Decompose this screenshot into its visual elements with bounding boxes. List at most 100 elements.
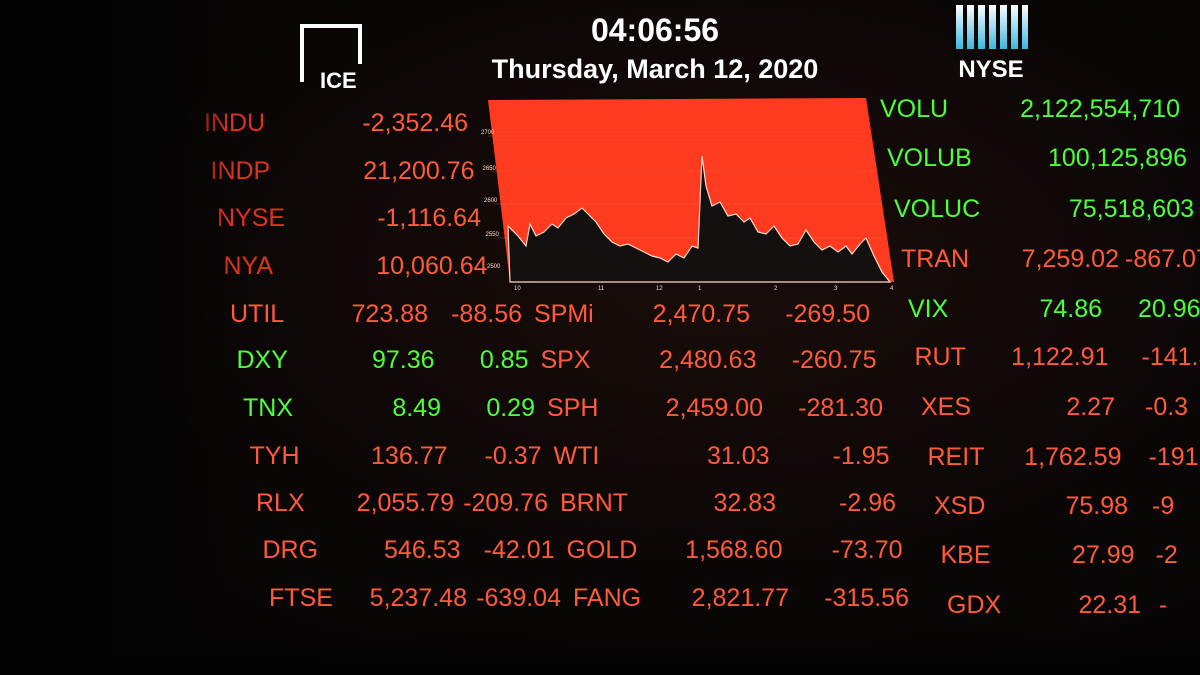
- left-value-ftse: 5,237.48: [369, 584, 467, 612]
- right-value-rut: 1,122.91: [1011, 343, 1109, 371]
- y-tick-label: 2500: [487, 264, 501, 270]
- left-value-tnx: 8.49: [392, 394, 441, 422]
- x-tick-label: 11: [598, 286, 605, 292]
- left-change-util: -88.56: [451, 300, 522, 328]
- left-value-tyh: 136.77: [371, 442, 448, 470]
- clock-time: 04:06:56: [590, 12, 720, 48]
- right-symbol-gdx: GDX: [947, 591, 1002, 619]
- mid-value-gold: 1,568.60: [685, 536, 783, 564]
- left-symbol-drg: DRG: [262, 536, 319, 564]
- mid-value-fang: 2,821.77: [691, 584, 789, 612]
- right-symbol-rut: RUT: [914, 343, 966, 371]
- right-change-gdx: -: [1159, 591, 1168, 619]
- x-tick-label: 12: [656, 286, 663, 292]
- right-change-vix: 20.96: [1138, 295, 1200, 323]
- left-symbol-tnx: TNX: [243, 394, 293, 422]
- right-symbol-volu: VOLU: [880, 95, 949, 123]
- right-symbol-xsd: XSD: [934, 492, 986, 520]
- right-value-voluc: 75,518,603: [1068, 195, 1194, 223]
- right-change-rut: -141.39: [1141, 343, 1200, 371]
- right-symbol-volub: VOLUB: [887, 144, 972, 172]
- right-symbol-voluc: VOLUC: [894, 195, 981, 223]
- left-value-dxy: 97.36: [371, 346, 435, 374]
- right-change-kbe: -2: [1155, 541, 1178, 569]
- left-symbol-nya: NYA: [223, 252, 274, 280]
- right-symbol-tran: TRAN: [901, 245, 970, 273]
- right-change-tran: -867.07: [1125, 245, 1200, 273]
- date-label: Thursday, March 12, 2020: [491, 54, 819, 84]
- right-value-tran: 7,259.02: [1021, 245, 1119, 273]
- x-tick-label: 2: [774, 286, 778, 292]
- mid-symbol-spmi: SPMi: [534, 300, 594, 328]
- x-tick-label: 4: [890, 286, 894, 292]
- mid-change-spx: -260.75: [791, 346, 877, 374]
- mid-symbol-gold: GOLD: [566, 536, 638, 564]
- mid-value-wti: 31.03: [706, 442, 770, 470]
- mid-symbol-brnt: BRNT: [560, 489, 629, 517]
- mid-symbol-sph: SPH: [547, 394, 599, 422]
- left-symbol-rlx: RLX: [256, 489, 305, 517]
- left-symbol-ftse: FTSE: [269, 584, 333, 612]
- left-change-rlx: -209.76: [463, 489, 548, 517]
- left-symbol-util: UTIL: [230, 300, 285, 328]
- x-tick-label: 1: [698, 286, 702, 292]
- x-tick-label: 3: [834, 286, 838, 292]
- left-change-tnx: 0.29: [486, 394, 535, 422]
- y-tick-label: 2550: [486, 232, 500, 238]
- ice-logo: ICE: [300, 24, 362, 93]
- mid-change-gold: -73.70: [831, 536, 903, 564]
- x-tick-label: 10: [514, 286, 521, 292]
- y-tick-label: 2600: [484, 198, 498, 204]
- right-value-vix: 74.86: [1039, 295, 1102, 323]
- right-value-gdx: 22.31: [1078, 591, 1141, 619]
- bottom-shadow: [0, 630, 1200, 675]
- mid-value-spx: 2,480.63: [659, 346, 757, 374]
- ice-logo-text: ICE: [320, 68, 357, 93]
- left-value-indp: 21,200.76: [363, 157, 475, 185]
- right-symbol-kbe: KBE: [940, 541, 991, 569]
- y-axis-ticks: 2700 2650 2600 2550 2500: [481, 130, 501, 270]
- nyse-logo-text: NYSE: [958, 56, 1023, 83]
- mid-value-spmi: 2,470.75: [652, 300, 750, 328]
- left-symbol-dxy: DXY: [236, 346, 288, 374]
- y-tick-label: 2700: [481, 130, 495, 136]
- left-value-nya: 10,060.64: [376, 252, 488, 280]
- mid-symbol-spx: SPX: [540, 346, 591, 374]
- left-shadow: [0, 0, 230, 675]
- right-value-volu: 2,122,554,710: [1020, 95, 1180, 123]
- left-value-nyse: -1,116.64: [377, 204, 481, 232]
- right-value-volub: 100,125,896: [1047, 144, 1187, 172]
- right-value-xsd: 75.98: [1065, 492, 1128, 520]
- right-change-xsd: -9: [1152, 492, 1175, 520]
- mid-symbol-fang: FANG: [573, 584, 642, 612]
- mid-symbol-wti: WTI: [553, 442, 600, 470]
- x-axis-ticks: 10 11 12 1 2 3 4: [514, 286, 894, 292]
- right-symbol-xes: XES: [921, 393, 972, 421]
- mid-change-brnt: -2.96: [839, 489, 896, 517]
- y-tick-label: 2650: [483, 166, 497, 172]
- left-change-ftse: -639.04: [476, 584, 561, 612]
- right-value-xes: 2.27: [1066, 393, 1115, 421]
- left-value-util: 723.88: [351, 300, 428, 328]
- nyse-logo: NYSE: [956, 5, 1028, 83]
- right-change-xes: -0.3: [1145, 393, 1189, 421]
- left-change-dxy: 0.85: [479, 346, 529, 374]
- left-value-rlx: 2,055.79: [356, 489, 454, 517]
- mid-change-fang: -315.56: [824, 584, 909, 612]
- right-symbol-reit: REIT: [927, 443, 985, 471]
- left-value-indu: -2,352.46: [362, 109, 468, 137]
- mid-change-spmi: -269.50: [785, 300, 870, 328]
- mid-change-wti: -1.95: [832, 442, 890, 470]
- right-change-reit: -191.8: [1148, 443, 1200, 471]
- left-symbol-tyh: TYH: [249, 442, 300, 470]
- mid-value-sph: 2,459.00: [665, 394, 763, 422]
- price-series: [507, 155, 892, 283]
- right-value-kbe: 27.99: [1071, 541, 1135, 569]
- left-change-drg: -42.01: [483, 536, 555, 564]
- mid-value-brnt: 32.83: [713, 489, 776, 517]
- right-symbol-vix: VIX: [908, 295, 949, 323]
- mid-change-sph: -281.30: [798, 394, 883, 422]
- left-change-tyh: -0.37: [484, 442, 542, 470]
